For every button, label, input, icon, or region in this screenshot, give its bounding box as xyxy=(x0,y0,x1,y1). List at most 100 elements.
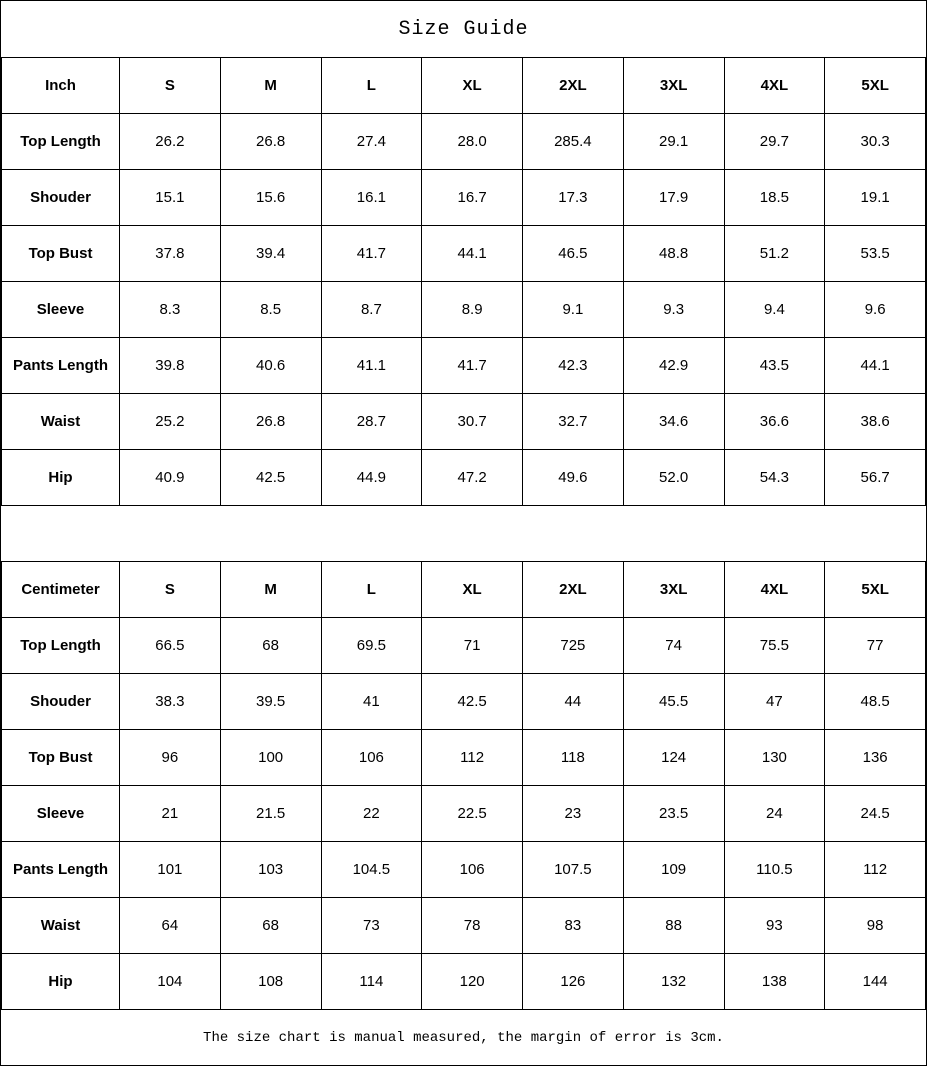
page-title: Size Guide xyxy=(398,17,529,41)
value-cell: 40.6 xyxy=(219,337,322,394)
value-cell: 42.3 xyxy=(522,337,624,394)
table-row: Shouder 15.1 15.6 16.1 16.7 17.3 17.9 18.5 19.1 xyxy=(1,169,926,226)
measure-label-cell: Top Length xyxy=(1,617,120,674)
value-cell: 56.7 xyxy=(824,449,926,506)
value-cell: 54.3 xyxy=(723,449,826,506)
measure-label-cell: Pants Length xyxy=(1,337,120,394)
value-cell: 23.5 xyxy=(622,785,725,842)
value-cell: 43.5 xyxy=(723,337,826,394)
value-cell: 22.5 xyxy=(421,785,523,842)
value-cell: 22 xyxy=(320,785,423,842)
measure-label-cell: Sleeve xyxy=(1,785,120,842)
value-cell: 21 xyxy=(119,785,221,842)
size-header-cell: M xyxy=(219,561,322,618)
value-cell: 138 xyxy=(723,953,826,1010)
value-cell: 21.5 xyxy=(219,785,322,842)
value-cell: 24 xyxy=(723,785,826,842)
value-cell: 44.9 xyxy=(320,449,423,506)
size-table-centimeter: Centimeter S M L XL 2XL 3XL 4XL 5XL Top Length 66.… xyxy=(1,561,926,1010)
size-header-cell: 2XL xyxy=(522,561,624,618)
table-row: Waist 25.2 26.8 28.7 30.7 32.7 34.6 36.6 38.6 xyxy=(1,393,926,450)
value-cell: 39.4 xyxy=(219,225,322,282)
value-cell: 78 xyxy=(421,897,523,954)
value-cell: 71 xyxy=(421,617,523,674)
table-row: Top Bust 96 100 106 112 118 124 130 136 xyxy=(1,729,926,786)
value-cell: 104 xyxy=(119,953,221,1010)
value-cell: 36.6 xyxy=(723,393,826,450)
measure-label-cell: Shouder xyxy=(1,673,120,730)
value-cell: 18.5 xyxy=(723,169,826,226)
value-cell: 64 xyxy=(119,897,221,954)
measure-label-cell: Hip xyxy=(1,449,120,506)
value-cell: 124 xyxy=(622,729,725,786)
table-row: Hip 104 108 114 120 126 132 138 144 xyxy=(1,953,926,1010)
value-cell: 34.6 xyxy=(622,393,725,450)
value-cell: 15.1 xyxy=(119,169,221,226)
value-cell: 100 xyxy=(219,729,322,786)
value-cell: 110.5 xyxy=(723,841,826,898)
value-cell: 120 xyxy=(421,953,523,1010)
value-cell: 44.1 xyxy=(824,337,926,394)
value-cell: 41 xyxy=(320,673,423,730)
value-cell: 39.8 xyxy=(119,337,221,394)
value-cell: 68 xyxy=(219,897,322,954)
unit-label-cell: Centimeter xyxy=(1,561,120,618)
value-cell: 101 xyxy=(119,841,221,898)
size-header-row: Centimeter S M L XL 2XL 3XL 4XL 5XL xyxy=(1,561,926,618)
value-cell: 29.7 xyxy=(723,113,826,170)
value-cell: 38.3 xyxy=(119,673,221,730)
value-cell: 9.6 xyxy=(824,281,926,338)
value-cell: 8.9 xyxy=(421,281,523,338)
value-cell: 37.8 xyxy=(119,225,221,282)
size-tables-container: Inch S M L XL 2XL 3XL 4XL 5XL Top Length 26.2 26.8 2… xyxy=(1,57,926,1010)
value-cell: 132 xyxy=(622,953,725,1010)
value-cell: 19.1 xyxy=(824,169,926,226)
value-cell: 40.9 xyxy=(119,449,221,506)
measure-label-cell: Top Bust xyxy=(1,729,120,786)
value-cell: 69.5 xyxy=(320,617,423,674)
value-cell: 106 xyxy=(320,729,423,786)
measure-label-cell: Waist xyxy=(1,897,120,954)
value-cell: 23 xyxy=(522,785,624,842)
value-cell: 48.8 xyxy=(622,225,725,282)
value-cell: 47.2 xyxy=(421,449,523,506)
value-cell: 88 xyxy=(622,897,725,954)
value-cell: 9.4 xyxy=(723,281,826,338)
size-header-cell: XL xyxy=(421,57,523,114)
table-row: Top Length 66.5 68 69.5 71 725 74 75.5 77 xyxy=(1,617,926,674)
value-cell: 30.7 xyxy=(421,393,523,450)
size-header-cell: L xyxy=(320,57,423,114)
table-row: Shouder 38.3 39.5 41 42.5 44 45.5 47 48.5 xyxy=(1,673,926,730)
value-cell: 41.7 xyxy=(320,225,423,282)
value-cell: 130 xyxy=(723,729,826,786)
value-cell: 108 xyxy=(219,953,322,1010)
table-row: Pants Length 101 103 104.5 106 107.5 109 110.5 1… xyxy=(1,841,926,898)
measure-label-cell: Shouder xyxy=(1,169,120,226)
value-cell: 112 xyxy=(824,841,926,898)
value-cell: 38.6 xyxy=(824,393,926,450)
value-cell: 77 xyxy=(824,617,926,674)
table-row: Pants Length 39.8 40.6 41.1 41.7 42.3 42.9 43.5… xyxy=(1,337,926,394)
value-cell: 17.9 xyxy=(622,169,725,226)
value-cell: 39.5 xyxy=(219,673,322,730)
table-row: Hip 40.9 42.5 44.9 47.2 49.6 52.0 54.3 56.7 xyxy=(1,449,926,506)
value-cell: 98 xyxy=(824,897,926,954)
value-cell: 83 xyxy=(522,897,624,954)
value-cell: 28.0 xyxy=(421,113,523,170)
value-cell: 44.1 xyxy=(421,225,523,282)
value-cell: 66.5 xyxy=(119,617,221,674)
table-row: Top Bust 37.8 39.4 41.7 44.1 46.5 48.8 51.2 53.5 xyxy=(1,225,926,282)
value-cell: 45.5 xyxy=(622,673,725,730)
value-cell: 17.3 xyxy=(522,169,624,226)
size-table-inch: Inch S M L XL 2XL 3XL 4XL 5XL Top Length 26.2 26.8 2… xyxy=(1,57,926,506)
value-cell: 118 xyxy=(522,729,624,786)
size-header-cell: 3XL xyxy=(622,561,725,618)
value-cell: 16.1 xyxy=(320,169,423,226)
table-row: Sleeve 8.3 8.5 8.7 8.9 9.1 9.3 9.4 9.6 xyxy=(1,281,926,338)
value-cell: 41.1 xyxy=(320,337,423,394)
value-cell: 42.9 xyxy=(622,337,725,394)
value-cell: 136 xyxy=(824,729,926,786)
value-cell: 16.7 xyxy=(421,169,523,226)
table-row: Waist 64 68 73 78 83 88 93 98 xyxy=(1,897,926,954)
